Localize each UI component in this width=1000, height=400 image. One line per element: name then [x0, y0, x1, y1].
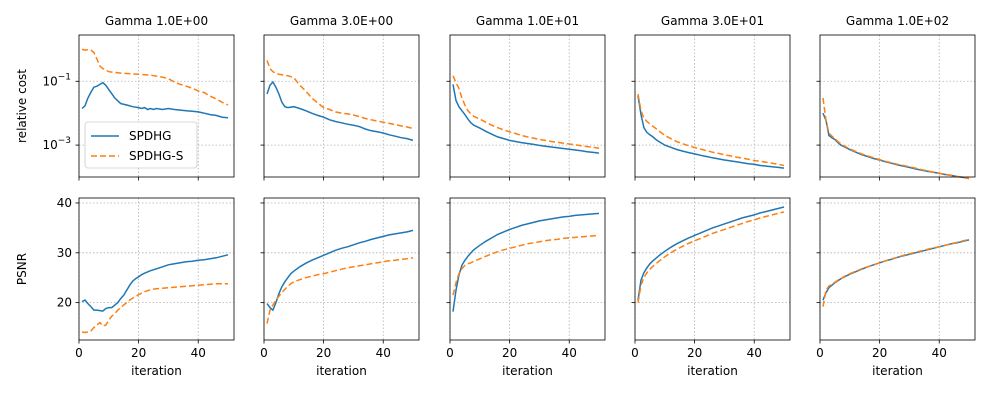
- series-line-spdhg: [637, 206, 785, 301]
- axes-frame: [634, 197, 791, 341]
- x-tick-label: 0: [816, 346, 824, 360]
- panel-title: Gamma 1.0E+02: [846, 14, 949, 28]
- x-tick-label: 20: [502, 346, 517, 360]
- panel-r1-c0: 0 20 40 20 30 40 iteration PSNR: [15, 196, 235, 378]
- axes-frame: [449, 34, 606, 178]
- x-axis-label: iteration: [687, 364, 738, 378]
- x-axis-label: iteration: [131, 364, 182, 378]
- y-axis-label: relative cost: [15, 69, 29, 143]
- series-line-spdhg: [822, 239, 970, 301]
- y-tick-label: 10−1: [42, 72, 71, 88]
- axes-frame: [634, 34, 791, 178]
- axes-frame: [78, 34, 235, 178]
- x-tick-label: 40: [932, 346, 947, 360]
- y-tick-label: 10−3: [42, 136, 71, 152]
- series-line-spdhg-s: [822, 97, 970, 180]
- axes-frame: [449, 197, 606, 341]
- series-line-spdhg-s: [452, 75, 600, 149]
- axes-frame: [819, 197, 976, 341]
- series-line-spdhg: [266, 229, 414, 312]
- x-tick-label: 0: [260, 346, 268, 360]
- axes-frame: [78, 197, 235, 341]
- series-line-spdhg: [81, 81, 229, 119]
- axes-frame: [263, 34, 420, 178]
- y-tick-label: 20: [57, 296, 72, 310]
- series-line-spdhg: [452, 84, 600, 154]
- panel-title: Gamma 1.0E+01: [476, 14, 579, 28]
- series-line-spdhg: [81, 254, 229, 312]
- panel-title: Gamma 3.0E+00: [290, 14, 393, 28]
- panel-title: Gamma 3.0E+01: [661, 14, 764, 28]
- series-line-spdhg-s: [637, 211, 785, 303]
- panel-r0-c3: Gamma 3.0E+01: [631, 14, 791, 181]
- series-line-spdhg-s: [822, 238, 970, 307]
- series-line-spdhg-s: [637, 93, 785, 167]
- legend-label-spdhg-s: SPDHG-S: [129, 149, 183, 163]
- panel-r0-c4: Gamma 1.0E+02: [816, 14, 976, 181]
- legend: SPDHG SPDHG-S: [84, 121, 198, 169]
- panel-title: Gamma 1.0E+00: [105, 14, 208, 28]
- y-tick-label: 40: [57, 196, 72, 210]
- series-line-spdhg-s: [81, 48, 229, 106]
- x-tick-label: 20: [687, 346, 702, 360]
- panel-r0-c0: 10−1 10−3 Gamma 1.0E+00 relative cost: [15, 14, 235, 181]
- x-tick-label: 0: [446, 346, 454, 360]
- panel-r0-c1: Gamma 3.0E+00: [260, 14, 420, 181]
- panel-r1-c2: 0 20 40 iteration: [446, 197, 606, 378]
- x-axis-label: iteration: [502, 364, 553, 378]
- axes-frame: [263, 197, 420, 341]
- x-tick-label: 0: [75, 346, 83, 360]
- panel-r1-c3: 0 20 40 iteration: [631, 197, 791, 378]
- panel-r1-c1: 0 20 40 iteration: [260, 197, 420, 378]
- series-line-spdhg-s: [81, 282, 228, 334]
- x-tick-label: 0: [631, 346, 639, 360]
- x-tick-label: 40: [191, 346, 206, 360]
- y-tick-label: 30: [57, 246, 72, 260]
- x-tick-label: 20: [316, 346, 331, 360]
- series-line-spdhg-s: [266, 257, 414, 324]
- x-tick-label: 20: [131, 346, 146, 360]
- x-tick-label: 40: [562, 346, 577, 360]
- y-axis-label: PSNR: [15, 253, 29, 285]
- panel-r1-c4: 0 20 40 iteration: [816, 197, 976, 378]
- panel-r0-c2: Gamma 1.0E+01: [446, 14, 606, 181]
- series-line-spdhg-s: [266, 60, 414, 130]
- x-tick-label: 40: [376, 346, 391, 360]
- axes-frame: [819, 34, 976, 178]
- series-line-spdhg: [266, 80, 414, 142]
- series-line-spdhg: [452, 212, 600, 312]
- x-tick-label: 40: [747, 346, 762, 360]
- legend-label-spdhg: SPDHG: [129, 129, 171, 143]
- x-tick-label: 20: [872, 346, 887, 360]
- x-axis-label: iteration: [872, 364, 923, 378]
- series-line-spdhg-s: [452, 234, 600, 296]
- series-line-spdhg: [637, 95, 785, 169]
- x-axis-label: iteration: [316, 364, 367, 378]
